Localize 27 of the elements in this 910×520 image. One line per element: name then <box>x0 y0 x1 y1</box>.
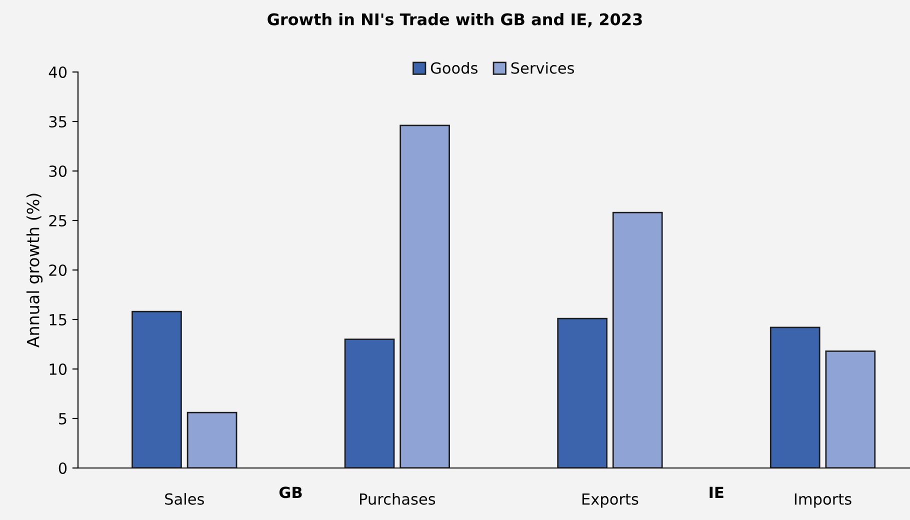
bar <box>825 350 876 468</box>
y-tick-label: 30 <box>49 165 67 178</box>
bar <box>612 212 663 468</box>
y-tick-label: 20 <box>49 264 67 276</box>
y-tick-label: 25 <box>49 214 66 227</box>
chart-title: Growth in NI's Trade with GB and IE, 2023 <box>268 13 642 28</box>
y-tick-label: 10 <box>50 363 67 376</box>
bar <box>400 124 450 468</box>
x-tick-label: Exports <box>582 493 638 508</box>
y-tick-label: 40 <box>48 66 67 78</box>
text: GB <box>279 486 302 498</box>
bar <box>344 338 395 468</box>
y-tick-label: 35 <box>49 116 66 128</box>
x-tick-label: Sales <box>165 493 204 505</box>
text: IE <box>710 486 724 498</box>
y-axis-title: Annual growth (%) <box>26 194 43 348</box>
y-tick-label: 5 <box>59 413 66 425</box>
bar <box>557 318 608 468</box>
y-tick-label: 0 <box>58 462 67 474</box>
x-tick-label: Imports <box>794 493 852 508</box>
legend-label: Goods <box>430 62 478 74</box>
y-tick-label: 15 <box>50 314 66 326</box>
x-tick-label: Purchases <box>360 493 436 505</box>
bar <box>132 310 182 468</box>
legend-label: Services <box>511 62 574 74</box>
bar <box>770 326 820 468</box>
bar <box>186 412 238 468</box>
